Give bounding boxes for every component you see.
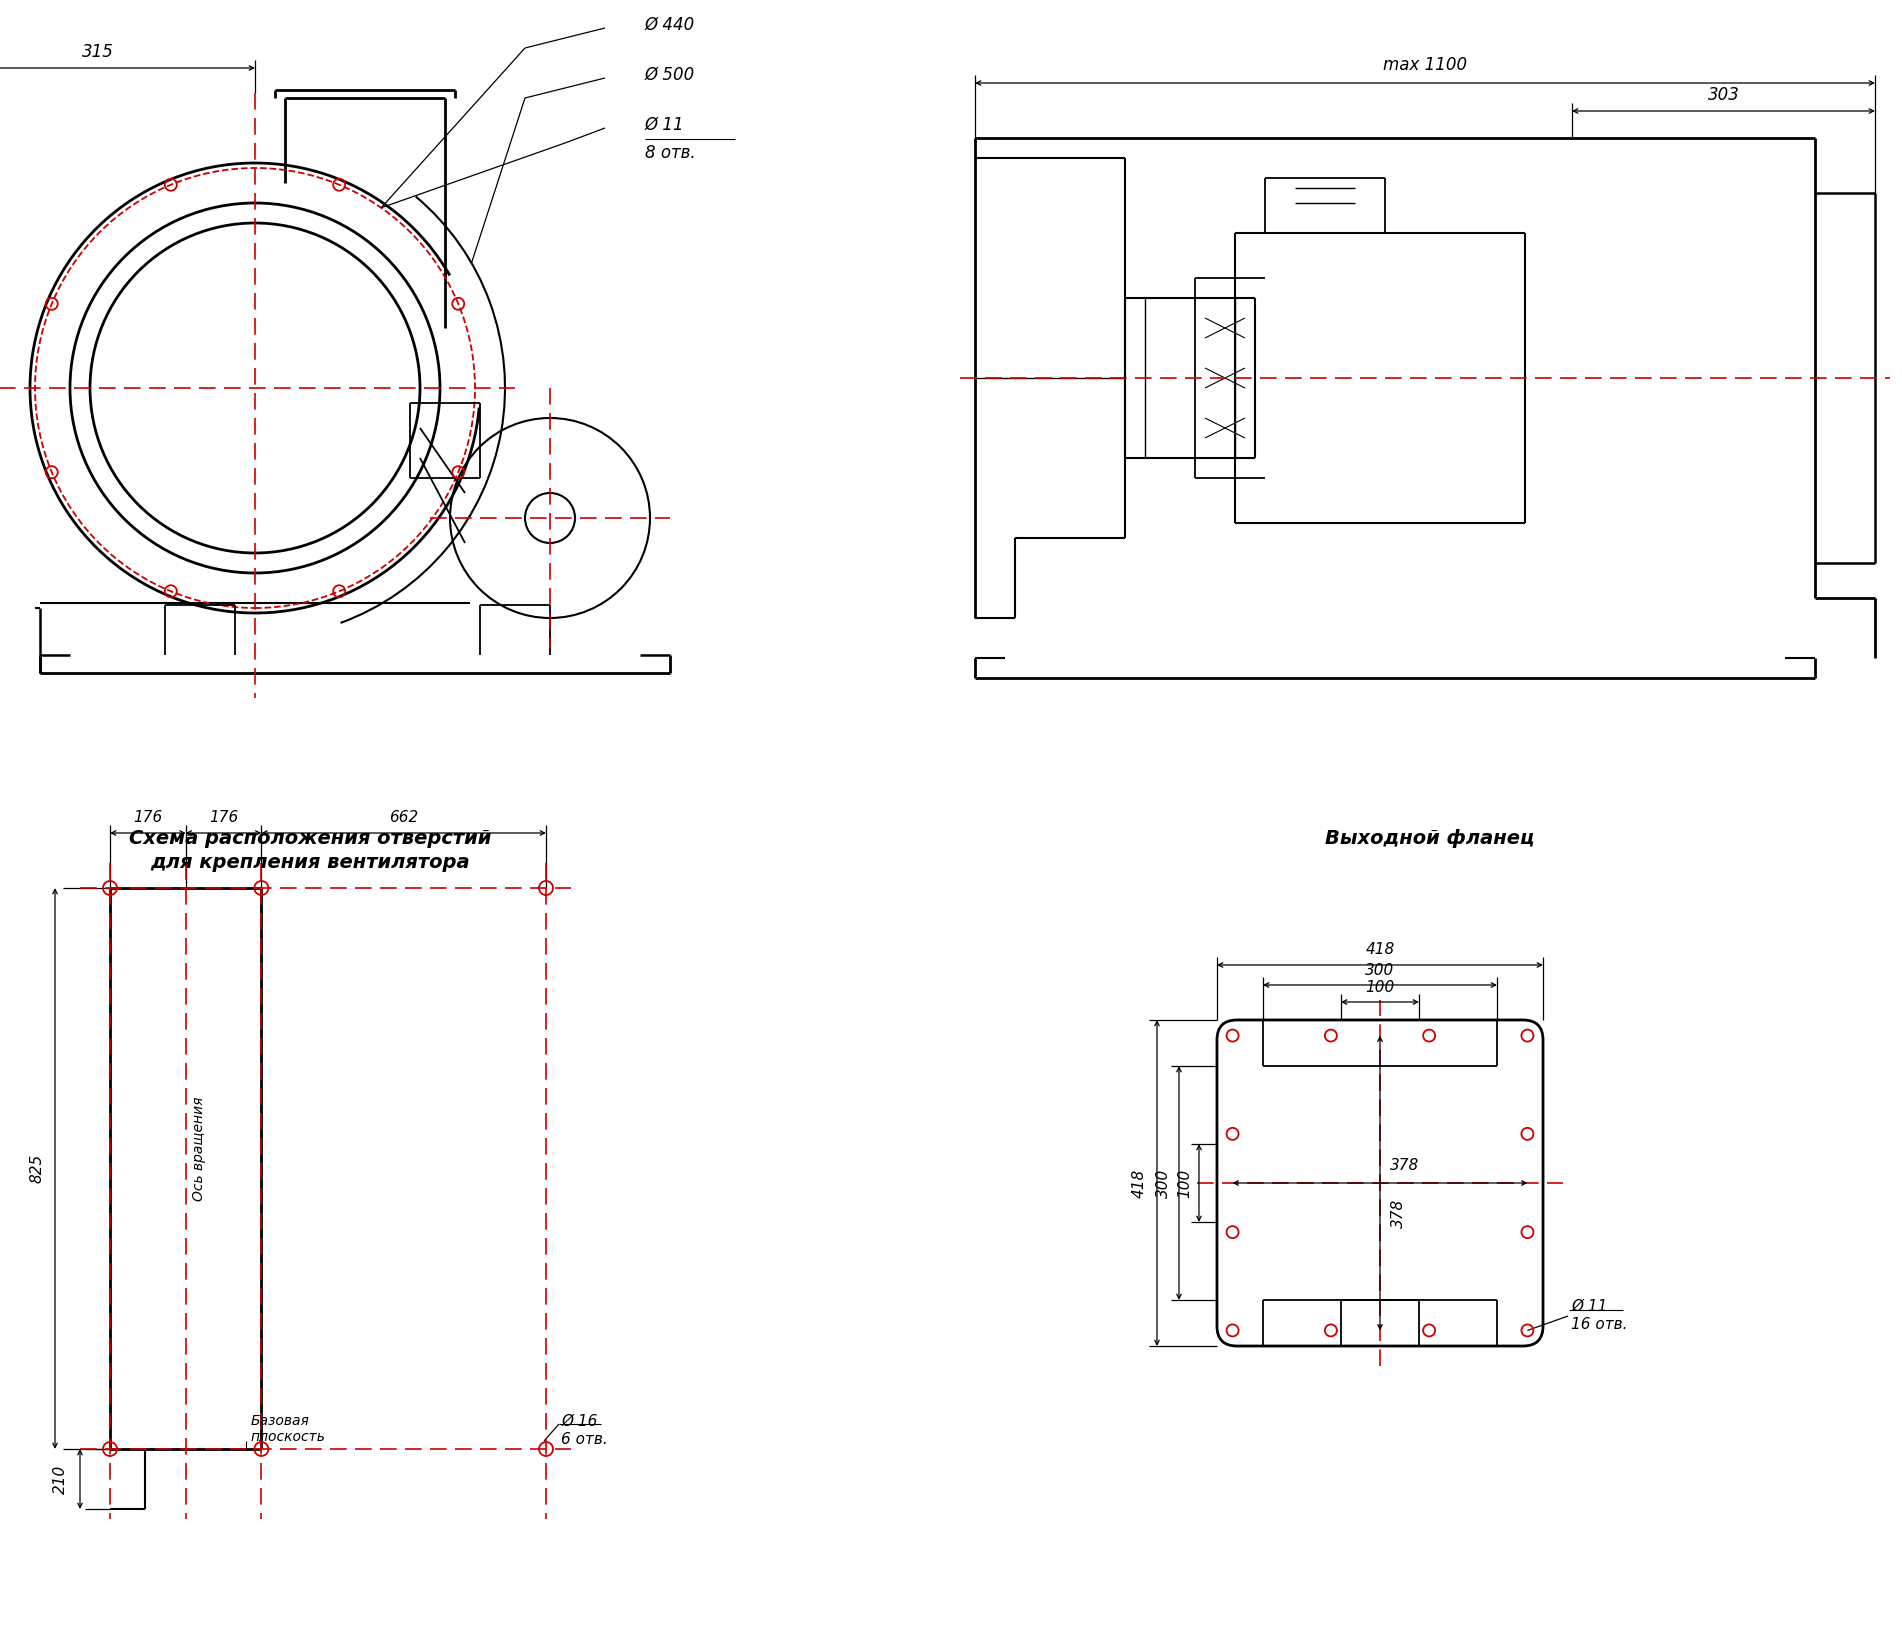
Text: 378: 378	[1390, 1158, 1419, 1173]
Text: Ø 440: Ø 440	[645, 16, 696, 34]
Text: 8 отв.: 8 отв.	[645, 144, 696, 162]
Text: 210: 210	[53, 1464, 67, 1494]
Text: 300: 300	[1156, 1168, 1170, 1197]
Text: Ось вращения: Ось вращения	[192, 1096, 205, 1201]
Text: 100: 100	[1366, 981, 1394, 996]
Text: 16 отв.: 16 отв.	[1571, 1317, 1628, 1332]
Text: 303: 303	[1708, 87, 1740, 103]
Text: 176: 176	[133, 811, 162, 826]
Text: Выходной фланец: Выходной фланец	[1326, 829, 1535, 847]
Text: 418: 418	[1132, 1168, 1147, 1197]
Text: Схема расположения отверстий: Схема расположения отверстий	[129, 829, 491, 847]
Text: плоскость: плоскость	[251, 1430, 325, 1445]
Text: Ø 500: Ø 500	[645, 66, 696, 84]
Text: 100: 100	[1177, 1168, 1193, 1197]
Text: Базовая: Базовая	[251, 1414, 310, 1428]
Text: 418: 418	[1366, 942, 1394, 958]
Text: 6 отв.: 6 отв.	[561, 1432, 609, 1446]
Text: Ø 11: Ø 11	[645, 116, 685, 134]
Text: 825: 825	[30, 1153, 44, 1183]
Text: Ø 16: Ø 16	[561, 1414, 597, 1428]
Text: max 1100: max 1100	[1383, 56, 1466, 74]
Text: 662: 662	[390, 811, 418, 826]
Text: 378: 378	[1390, 1199, 1406, 1227]
Text: Ø 11: Ø 11	[1571, 1299, 1607, 1314]
Text: 315: 315	[82, 43, 114, 61]
Text: 176: 176	[209, 811, 238, 826]
Text: для крепления вентилятора: для крепления вентилятора	[150, 852, 470, 871]
Text: 300: 300	[1366, 963, 1394, 978]
